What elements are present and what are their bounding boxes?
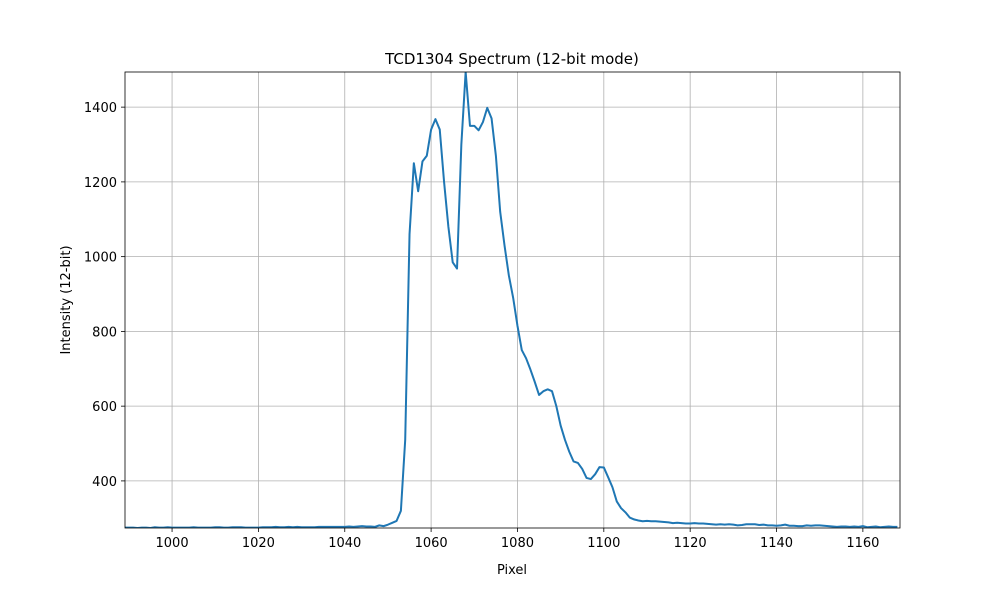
x-tick-label: 1060 [415, 536, 448, 551]
plot-frame [124, 71, 901, 529]
x-tick-label: 1040 [328, 536, 361, 551]
x-tick-label: 1140 [760, 536, 793, 551]
x-tick-label: 1100 [587, 536, 620, 551]
y-tick-label: 400 [92, 475, 117, 490]
y-tick-label: 1000 [84, 251, 117, 266]
x-tick-label: 1020 [242, 536, 275, 551]
x-axis-label: Pixel [497, 563, 527, 578]
y-tick-label: 1400 [84, 101, 117, 116]
chart-title: TCD1304 Spectrum (12-bit mode) [384, 50, 639, 68]
y-tick-label: 600 [92, 400, 117, 415]
x-tick-label: 1080 [501, 536, 534, 551]
y-axis-label: Intensity (12-bit) [59, 245, 74, 354]
data-line [125, 72, 898, 528]
x-tick-label: 1120 [674, 536, 707, 551]
x-tick-label: 1000 [156, 536, 189, 551]
x-tick-label: 1160 [846, 536, 879, 551]
y-tick-label: 1200 [84, 176, 117, 191]
y-tick-label: 800 [92, 325, 117, 340]
